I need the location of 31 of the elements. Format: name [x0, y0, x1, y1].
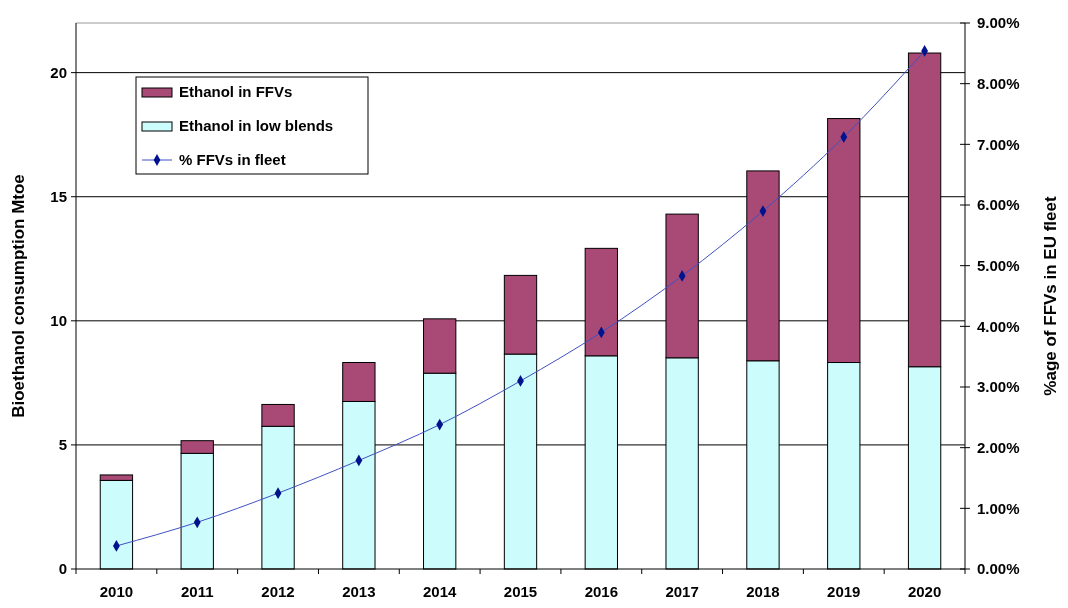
- y2-tick-label: 5.00%: [977, 256, 1020, 274]
- legend-label: Ethanol in FFVs: [179, 83, 293, 101]
- y2-tick-label: 8.00%: [977, 74, 1020, 92]
- y2-axis-title: %age of FFVs in EU fleet: [1041, 196, 1060, 396]
- x-tick-label: 2015: [503, 583, 538, 600]
- y-tick-label: 15: [50, 187, 67, 205]
- x-tick-label: 2019: [827, 583, 861, 600]
- y-tick-label: 5: [58, 436, 67, 454]
- y2-tick-label: 1.00%: [977, 499, 1020, 517]
- y2-tick-label: 7.00%: [977, 135, 1020, 153]
- x-tick-label: 2013: [342, 583, 376, 600]
- y2-tick-label: 2.00%: [977, 438, 1020, 456]
- x-tick-label: 2016: [584, 583, 619, 600]
- legend-label: Ethanol in low blends: [179, 117, 334, 135]
- x-tick-label: 2012: [261, 583, 295, 600]
- y-tick-label: 20: [50, 63, 67, 81]
- x-tick-label: 2011: [180, 583, 214, 600]
- x-tick-label: 2014: [422, 583, 458, 600]
- x-tick-label: 2010: [99, 583, 134, 600]
- y2-tick-label: 9.00%: [977, 14, 1020, 32]
- legend-label: % FFVs in fleet: [179, 151, 286, 169]
- x-tick-label: 2018: [746, 583, 780, 600]
- y2-tick-label: 4.00%: [977, 317, 1020, 335]
- y-tick-label: 10: [50, 312, 67, 330]
- y2-tick-label: 3.00%: [977, 378, 1020, 396]
- y2-tick-label: 6.00%: [977, 196, 1020, 214]
- y-tick-label: 0: [58, 560, 67, 578]
- x-tick-label: 2017: [665, 583, 699, 600]
- y2-tick-label: 0.00%: [977, 560, 1020, 578]
- y-axis-title: Bioethanol consumption Mtoe: [9, 174, 28, 418]
- x-tick-label: 2020: [907, 583, 942, 600]
